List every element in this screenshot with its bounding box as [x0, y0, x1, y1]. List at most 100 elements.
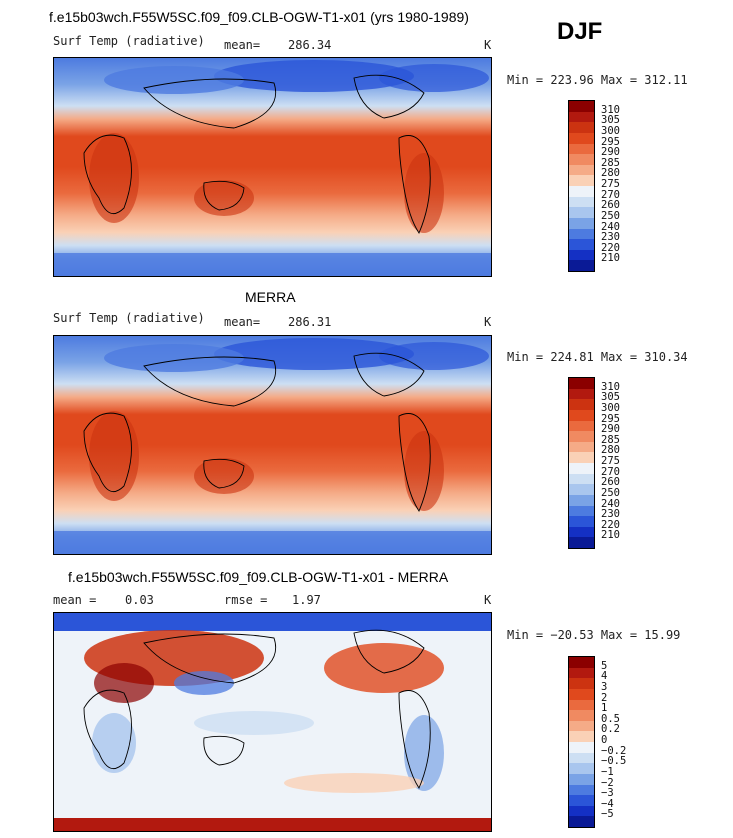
colorbar-swatch — [569, 473, 594, 485]
colorbar-swatch — [569, 710, 594, 721]
colorbar-swatch — [569, 773, 594, 785]
colorbar-tick-label: 290 — [601, 146, 620, 159]
colorbar-tick-label: 220 — [601, 518, 620, 531]
colorbar-swatch — [569, 537, 594, 548]
colorbar-tick-label: 3 — [601, 680, 608, 693]
colorbar-swatch — [569, 207, 594, 218]
colorbar-tick-label: 280 — [601, 167, 620, 180]
colorbar-tick-label: 0 — [601, 734, 608, 746]
colorbar-tick-label: 2 — [601, 691, 608, 704]
panel-2-map — [53, 335, 492, 555]
colorbar-tick-label: 305 — [601, 114, 620, 127]
panel-3-map-svg — [54, 613, 491, 831]
colorbar-tick-label: 305 — [601, 391, 620, 404]
colorbar-swatch — [569, 763, 594, 774]
colorbar-swatch — [569, 111, 594, 123]
colorbar-swatch — [569, 101, 594, 112]
colorbar-tick-label: −1 — [601, 765, 614, 778]
panel-1-units: K — [484, 38, 492, 52]
colorbar-swatch — [569, 452, 594, 463]
colorbar-tick-label: 250 — [601, 209, 620, 222]
colorbar-tick-label: 4 — [601, 670, 608, 683]
colorbar-swatch — [569, 752, 594, 764]
colorbar-swatch — [569, 526, 594, 538]
colorbar-swatch — [569, 122, 594, 133]
panel-1-map-svg — [54, 58, 491, 276]
panel-3-map — [53, 612, 492, 832]
colorbar-swatch — [569, 420, 594, 432]
colorbar-swatch — [569, 239, 594, 250]
colorbar-swatch — [569, 688, 594, 700]
colorbar-tick-label: −0.5 — [601, 755, 627, 768]
panel-3-units: K — [484, 593, 492, 607]
colorbar-tick-label: 300 — [601, 124, 620, 137]
panel-1-title: f.e15b03wch.F55W5SC.f09_f09.CLB-OGW-T1-x… — [49, 9, 469, 25]
panel-3-colorbar — [568, 656, 595, 828]
panel-3-rmse-label: rmse = — [224, 593, 268, 607]
colorbar-tick-label: −4 — [601, 797, 614, 810]
colorbar-tick-label: −0.2 — [601, 744, 627, 757]
panel-2-mean-value: 286.31 — [288, 315, 332, 329]
colorbar-swatch — [569, 431, 594, 442]
colorbar-tick-label: 270 — [601, 465, 620, 478]
colorbar-swatch — [569, 260, 594, 271]
colorbar-tick-label: 0.2 — [601, 723, 620, 736]
panel-3-mean-label: mean = — [53, 593, 97, 607]
colorbar-swatch — [569, 132, 594, 144]
colorbar-tick-label: 290 — [601, 423, 620, 436]
colorbar-tick-label: 295 — [601, 135, 620, 148]
colorbar-tick-label: 210 — [601, 529, 620, 542]
colorbar-tick-label: 295 — [601, 412, 620, 425]
colorbar-tick-label: 275 — [601, 455, 620, 467]
colorbar-swatch — [569, 699, 594, 711]
colorbar-swatch — [569, 667, 594, 679]
panel-2-map-svg — [54, 336, 491, 554]
panel-1-mean-value: 286.34 — [288, 38, 332, 52]
panel-2-colorbar — [568, 377, 595, 549]
colorbar-swatch — [569, 228, 594, 240]
colorbar-swatch — [569, 217, 594, 229]
colorbar-tick-label: 270 — [601, 188, 620, 201]
colorbar-tick-label: 250 — [601, 486, 620, 499]
colorbar-swatch — [569, 388, 594, 400]
colorbar-tick-label: 260 — [601, 199, 620, 212]
colorbar-tick-label: −3 — [601, 787, 614, 800]
colorbar-tick-label: 285 — [601, 156, 620, 169]
panel-2-units: K — [484, 315, 492, 329]
colorbar-swatch — [569, 463, 594, 474]
colorbar-swatch — [569, 784, 594, 796]
colorbar-tick-label: 230 — [601, 231, 620, 244]
colorbar-tick-label: −2 — [601, 776, 614, 789]
colorbar-swatch — [569, 441, 594, 453]
colorbar-swatch — [569, 249, 594, 261]
colorbar-swatch — [569, 143, 594, 155]
season-label: DJF — [557, 18, 603, 45]
colorbar-tick-label: 230 — [601, 508, 620, 521]
colorbar-swatch — [569, 816, 594, 827]
colorbar-swatch — [569, 731, 594, 742]
colorbar-swatch — [569, 378, 594, 389]
colorbar-tick-label: 280 — [601, 444, 620, 457]
colorbar-swatch — [569, 399, 594, 410]
colorbar-swatch — [569, 516, 594, 527]
panel-2-mean-label: mean= — [224, 315, 261, 329]
colorbar-tick-label: 5 — [601, 659, 608, 672]
panel-2-title: MERRA — [245, 289, 296, 305]
colorbar-tick-label: 310 — [601, 380, 620, 393]
colorbar-swatch — [569, 494, 594, 506]
colorbar-swatch — [569, 196, 594, 208]
colorbar-swatch — [569, 175, 594, 186]
panel-3-title: f.e15b03wch.F55W5SC.f09_f09.CLB-OGW-T1-x… — [68, 569, 449, 585]
colorbar-tick-label: 310 — [601, 103, 620, 116]
panel-2-minmax: Min = 224.81 Max = 310.34 — [507, 350, 688, 364]
colorbar-swatch — [569, 678, 594, 689]
panel-1-minmax: Min = 223.96 Max = 312.11 — [507, 73, 688, 87]
colorbar-tick-label: 1 — [601, 702, 608, 715]
panel-1-variable: Surf Temp (radiative) — [53, 34, 205, 48]
colorbar-swatch — [569, 186, 594, 197]
panel-3-mean-value: 0.03 — [125, 593, 154, 607]
colorbar-swatch — [569, 720, 594, 732]
colorbar-swatch — [569, 409, 594, 421]
colorbar-swatch — [569, 154, 594, 165]
colorbar-swatch — [569, 164, 594, 176]
